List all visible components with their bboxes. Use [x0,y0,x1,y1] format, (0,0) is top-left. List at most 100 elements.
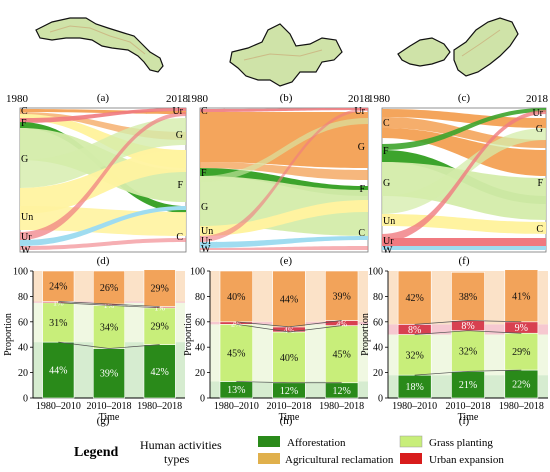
bar-segment [143,344,176,399]
bar-data-label: 44% [280,294,298,305]
x-tick-label: 1980–2010 [392,401,437,412]
sankey-start-year: 1980 [186,93,209,105]
bar-data-label: 4% [336,320,347,329]
trend-line [414,330,522,335]
bar-data-label: 32% [405,350,423,361]
bar-segment [143,307,176,345]
bar-data-label: 45% [227,348,245,359]
bar-segment [42,341,75,399]
sankey-flow [382,238,546,246]
bar-segment [272,270,306,328]
legend-subtitle-2: types [164,452,190,466]
bar-segment [451,330,485,372]
y-tick-label: 20 [373,368,383,379]
x-tick-label: 1980–2010 [214,401,259,412]
y-tick-label: 0 [200,394,205,405]
bar-data-label: 39% [100,369,118,380]
panel-letter-h: (h) [280,415,293,427]
x-axis-label: Time [279,412,300,423]
sankey-flow [382,246,546,250]
y-tick-label: 40 [373,343,383,354]
bar-segment [92,348,126,399]
trend-line [58,341,160,349]
y-tick-label: 80 [195,292,205,303]
sankey-right-node-label: F [359,184,365,195]
sankey-flow [20,206,186,246]
bar-chart-i: 0 20 40 60 80 100 Proportion 18% 32% 8% 42% 1980–20… [360,267,548,423]
sankey-right-node-label: Ur [532,108,543,119]
sankey-flow [20,109,186,114]
legend-swatch-agri [258,453,280,464]
bar-data-label: 39% [332,291,350,302]
y-tick-label: 20 [18,368,28,379]
y-tick-label: 100 [368,267,383,278]
x-tick-label: 2010–2018 [87,401,132,412]
x-axis-label: Time [458,412,479,423]
sankey-left-node-label: W [383,245,393,256]
panel-letter-c: (c) [458,92,471,104]
x-tick-label: 2010–2018 [267,401,312,412]
y-tick-label: 0 [23,394,28,405]
sankey-left-node-label: C [21,106,28,117]
legend-swatch-urban [400,453,422,464]
trend-line [414,369,522,376]
sankey-left-node-label: F [383,146,389,157]
legend-swatch-afforestation [258,436,280,447]
bar-data-label: 26% [100,283,118,294]
sankey-left-node-label: F [201,168,207,179]
trend-line [414,320,522,325]
bar-segment [504,369,539,399]
bar-data-label: 4% [284,326,295,335]
bar-segment [92,304,126,349]
y-axis-label: Proportion [360,313,371,356]
bar-data-label: 42% [150,367,168,378]
bar-segment [397,270,432,325]
bar-chart-h: 020406080100Proportion13%45%2%40%1980–20… [183,267,368,423]
sankey-right-node-label: G [176,130,183,141]
sankey-flow [20,238,186,250]
sankey-flow [200,118,368,182]
legend: Legend Human activities types Afforestat… [74,435,504,466]
legend-subtitle-1: Human activities [140,438,222,452]
bar-segment [451,271,485,321]
x-tick-label: 1980–2010 [36,401,81,412]
bar-data-label: 40% [280,353,298,364]
sankey-flow [20,150,186,214]
bar-chart-g: 0 20 40 60 80 100 Proportion 44% 31% 1% 24% 1980–20… [3,267,185,423]
sankey-flow [200,108,368,242]
legend-swatch-grass [399,435,423,448]
trend-line [58,301,160,307]
sankey-right-node-label: Ur [172,106,183,117]
bar-data-label: 9% [515,323,528,334]
y-axis-label: Proportion [183,313,194,356]
bar-data-label: 8% [408,325,421,336]
bar-data-label: 1% [53,299,64,308]
bar-data-label: 44% [49,366,67,377]
sankey-left-node-label: W [21,245,31,256]
sankey-flow [382,108,546,150]
panel-letter-e: (e) [280,255,293,267]
bar-data-label: 24% [49,282,67,293]
sankey-flow [382,128,546,214]
sankey-right-node-label: Ur [354,106,365,117]
x-tick-label: 1980–2018 [499,401,544,412]
sankey-flow [200,200,368,236]
bar-segment [143,269,176,307]
sankey-right-node-label: G [536,124,543,135]
sankey-right-node-label: C [358,228,365,239]
y-tick-label: 40 [195,343,205,354]
bar-data-label: 8% [461,321,474,332]
bar-data-label: 42% [405,293,423,304]
x-tick-label: 1980–2018 [319,401,364,412]
sankey-end-year: 2018 [166,93,189,105]
panel-letter-b: (b) [280,92,293,104]
bar-data-label: 13% [227,385,245,396]
y-tick-label: 100 [190,267,205,278]
bar-data-label: 29% [150,284,168,295]
trend-line [236,381,342,384]
bar-data-label: 18% [405,382,423,393]
sankey-end-year: 2018 [348,93,371,105]
